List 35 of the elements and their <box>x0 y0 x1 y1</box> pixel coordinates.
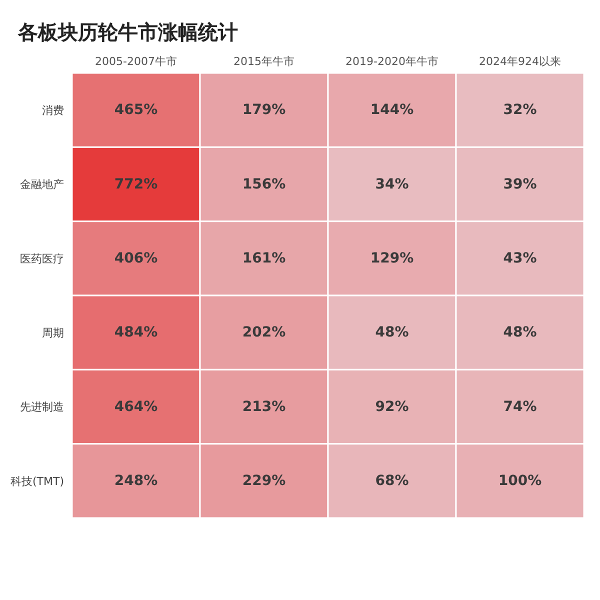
chart-title: 各板块历轮牛市涨幅统计 <box>16 19 239 46</box>
data-label: 34% <box>375 176 409 192</box>
y-tick-label: 医药医疗 <box>20 252 64 266</box>
data-label: 248% <box>114 472 158 489</box>
data-label: 68% <box>375 472 409 489</box>
data-label: 129% <box>370 250 414 266</box>
data-label: 772% <box>114 176 158 192</box>
x-tick-label: 2005-2007牛市 <box>95 55 177 68</box>
data-label: 32% <box>503 102 537 118</box>
x-tick-label: 2015年牛市 <box>234 55 294 68</box>
data-label: 406% <box>114 250 158 266</box>
data-label: 179% <box>242 102 286 118</box>
data-label: 43% <box>503 250 537 266</box>
data-label: 156% <box>242 176 286 192</box>
y-tick-label: 消费 <box>42 104 64 117</box>
data-label: 74% <box>503 398 537 415</box>
data-label: 100% <box>498 472 542 489</box>
data-label: 48% <box>375 324 409 341</box>
data-label: 213% <box>242 398 286 415</box>
y-tick-label: 先进制造 <box>20 400 64 414</box>
y-tick-label: 金融地产 <box>20 178 64 192</box>
data-label: 484% <box>114 324 158 341</box>
data-label: 92% <box>375 398 409 415</box>
data-label: 464% <box>114 398 158 415</box>
data-label: 202% <box>242 324 286 341</box>
y-tick-label: 周期 <box>42 326 64 340</box>
data-label: 465% <box>114 102 158 118</box>
data-label: 229% <box>242 472 286 489</box>
data-label: 48% <box>503 324 537 341</box>
x-tick-label: 2024年924以来 <box>479 55 561 68</box>
y-tick-label: 科技(TMT) <box>10 474 64 488</box>
x-tick-label: 2019-2020年牛市 <box>346 55 438 68</box>
data-label: 39% <box>503 176 537 192</box>
data-label: 161% <box>242 250 286 266</box>
data-label: 144% <box>370 102 414 118</box>
